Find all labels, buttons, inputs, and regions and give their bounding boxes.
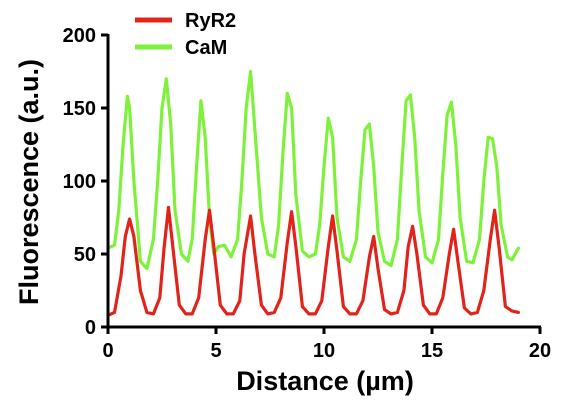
y-tick-label: 100 [63, 171, 96, 193]
legend-label-ryr2: RyR2 [185, 10, 236, 32]
x-tick-label: 15 [421, 340, 443, 362]
y-tick-label: 50 [74, 244, 96, 266]
x-axis-title-unit: µm [365, 366, 405, 396]
x-axis-title: Distance (µm) [236, 366, 414, 396]
y-ticks: 0 50 100 150 200 [63, 25, 108, 339]
y-axis-title: Fluorescence (a.u.) [14, 59, 44, 305]
y-tick-label: 0 [85, 317, 96, 339]
x-tick-label: 10 [313, 340, 335, 362]
x-axis-title-text: Distance ( [236, 366, 365, 396]
x-tick-label: 0 [102, 340, 113, 362]
x-tick-label: 20 [529, 340, 551, 362]
series-line-cam [106, 69, 521, 271]
y-tick-label: 200 [63, 25, 96, 47]
x-axis-title-close: ) [405, 366, 414, 396]
legend-label-cam: CaM [185, 37, 227, 59]
x-ticks: 0 5 10 15 20 [102, 327, 551, 362]
series-line-ryr2 [106, 205, 521, 317]
legend: RyR2 CaM [135, 10, 236, 59]
x-tick-label: 5 [210, 340, 221, 362]
y-tick-label: 150 [63, 98, 96, 120]
plot-lines [106, 69, 521, 317]
